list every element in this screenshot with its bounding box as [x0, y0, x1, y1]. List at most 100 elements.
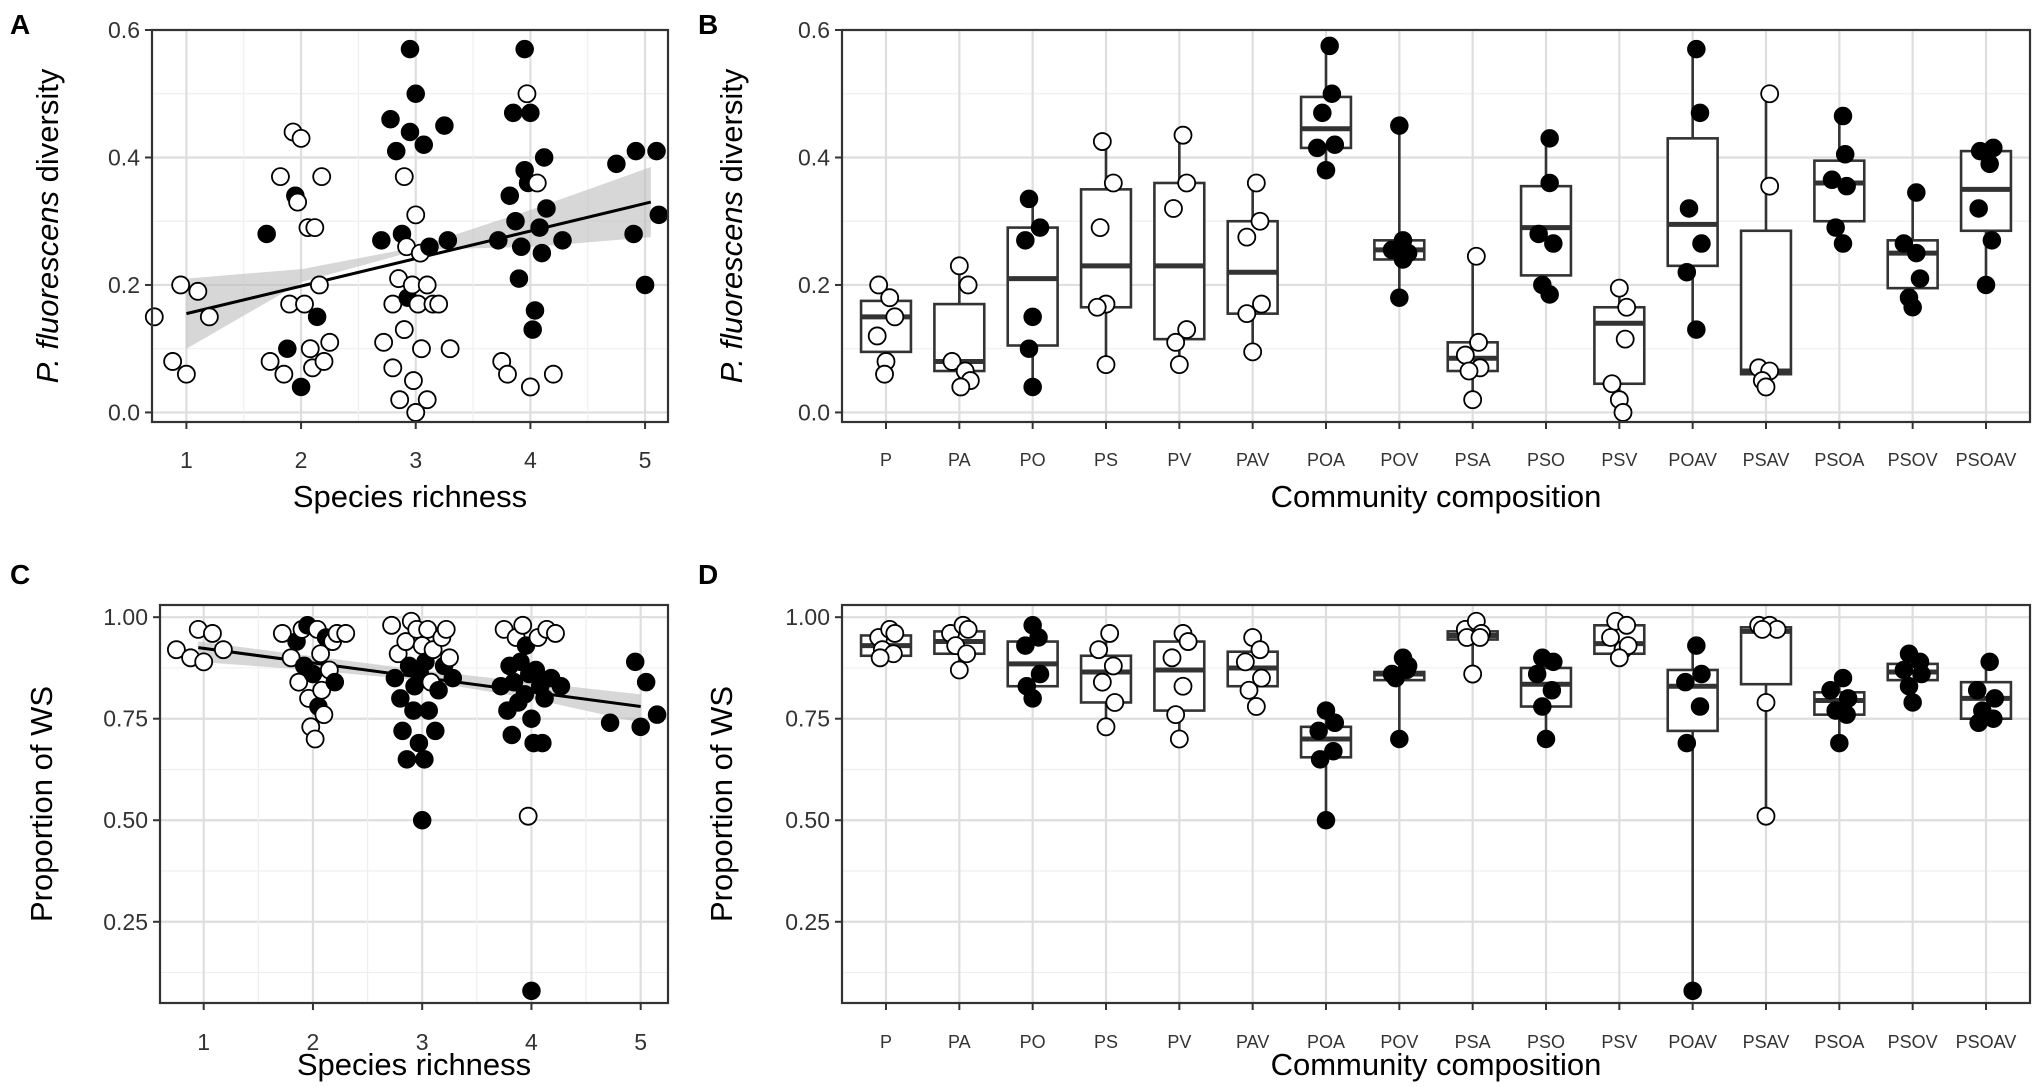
- box-group-pso: [1519, 648, 1573, 749]
- data-point: [1830, 733, 1849, 753]
- data-point: [1837, 176, 1856, 196]
- data-point: [534, 148, 554, 167]
- data-point: [527, 173, 547, 193]
- data-point: [1237, 304, 1257, 324]
- data-point: [1103, 656, 1123, 676]
- data-point: [625, 652, 645, 672]
- data-point: [417, 275, 437, 295]
- data-point: [1173, 676, 1193, 696]
- data-point: [1980, 154, 1999, 174]
- data-point: [1162, 648, 1182, 668]
- data-point: [1752, 619, 1772, 639]
- data-point: [1692, 664, 1711, 684]
- x-tick-label: PSOV: [1888, 1032, 1938, 1052]
- x-tick-label: POAV: [1668, 1032, 1717, 1052]
- panel-a: 1 2 3 4 5 0.0 0.2 0.4 0.6 P. fluorescens diversit…: [10, 9, 670, 514]
- data-point: [314, 705, 334, 725]
- data-point: [1683, 981, 1702, 1001]
- data-point: [303, 664, 323, 684]
- x-tick-label: PSOAV: [1956, 1032, 2017, 1052]
- data-point: [1615, 329, 1635, 349]
- data-point: [885, 624, 905, 643]
- data-point: [1096, 717, 1116, 737]
- data-point: [418, 619, 438, 639]
- data-point: [513, 615, 533, 635]
- data-point: [517, 84, 537, 104]
- data-point: [300, 339, 320, 359]
- x-tick-label: 2: [307, 1029, 320, 1055]
- x-tick-label: 1: [180, 447, 193, 473]
- data-point: [400, 122, 420, 142]
- data-point: [1677, 733, 1697, 753]
- data-point: [281, 648, 301, 668]
- data-point: [1894, 234, 1914, 253]
- data-point: [525, 301, 545, 320]
- x-tick-label: PAV: [1236, 1032, 1269, 1052]
- data-point: [1687, 39, 1706, 59]
- data-point: [1617, 297, 1637, 317]
- data-point: [1239, 680, 1259, 700]
- data-point: [278, 339, 297, 358]
- data-point: [1463, 390, 1483, 410]
- data-point: [600, 713, 620, 733]
- data-point: [1019, 189, 1039, 209]
- data-point: [553, 231, 572, 250]
- data-point: [1105, 693, 1125, 712]
- data-point: [1325, 713, 1345, 733]
- data-point: [382, 615, 402, 635]
- data-point: [1676, 672, 1695, 692]
- x-tick-label: POA: [1307, 450, 1345, 470]
- x-axis-title: Community composition: [1271, 1047, 1602, 1082]
- data-point: [535, 689, 554, 708]
- data-point: [1533, 697, 1552, 716]
- data-point: [1164, 199, 1183, 218]
- box-group-poav: [1666, 636, 1719, 1001]
- data-point: [443, 668, 463, 688]
- x-tick-label: PS: [1094, 1032, 1118, 1052]
- x-tick-label: PSA: [1455, 450, 1491, 470]
- data-point: [1976, 275, 1996, 295]
- y-axis-title-italic: P. fluorescens: [714, 191, 749, 383]
- data-point: [1544, 652, 1563, 672]
- data-point: [440, 339, 460, 359]
- data-point: [521, 377, 540, 397]
- data-point: [1609, 278, 1629, 298]
- y-tick-label: 0.50: [785, 807, 830, 833]
- x-tick-label: PSOA: [1814, 1032, 1864, 1052]
- data-point: [1030, 218, 1050, 237]
- data-point: [636, 672, 656, 692]
- data-point: [949, 256, 969, 276]
- box-group-pav: [1226, 628, 1279, 716]
- data-point: [1760, 176, 1780, 196]
- box-group-p: [859, 275, 913, 384]
- data-point: [543, 364, 563, 384]
- y-tick-label: 0.0: [108, 399, 140, 425]
- data-point: [1455, 345, 1475, 365]
- data-point: [1687, 320, 1706, 339]
- box-group-pso: [1519, 129, 1573, 304]
- data-point: [1252, 294, 1271, 314]
- data-point: [1903, 298, 1922, 317]
- data-point: [1096, 355, 1116, 375]
- data-point: [1235, 652, 1255, 672]
- data-point: [1679, 199, 1699, 218]
- data-point: [957, 644, 977, 664]
- x-tick-label: POAV: [1668, 450, 1717, 470]
- y-tick-label: 0.0: [798, 399, 830, 425]
- box-group-psa: [1446, 611, 1499, 684]
- x-tick-label: 3: [409, 447, 422, 473]
- data-point: [1023, 689, 1042, 708]
- data-point: [385, 668, 405, 688]
- data-point: [288, 192, 308, 212]
- data-point: [1692, 234, 1711, 253]
- data-point: [1250, 211, 1270, 231]
- panel-label: D: [698, 559, 718, 590]
- data-point: [412, 810, 432, 830]
- data-point: [885, 307, 905, 327]
- data-point: [1982, 231, 2002, 250]
- y-tick-label: 1.00: [103, 604, 148, 630]
- data-point: [1390, 288, 1409, 307]
- panel-d: P PA PO PS PV PAV POA POV PSA PSO PSV POAV PSAV PSOA P…: [698, 559, 2032, 1082]
- data-point: [1252, 668, 1271, 688]
- data-point: [1090, 218, 1110, 237]
